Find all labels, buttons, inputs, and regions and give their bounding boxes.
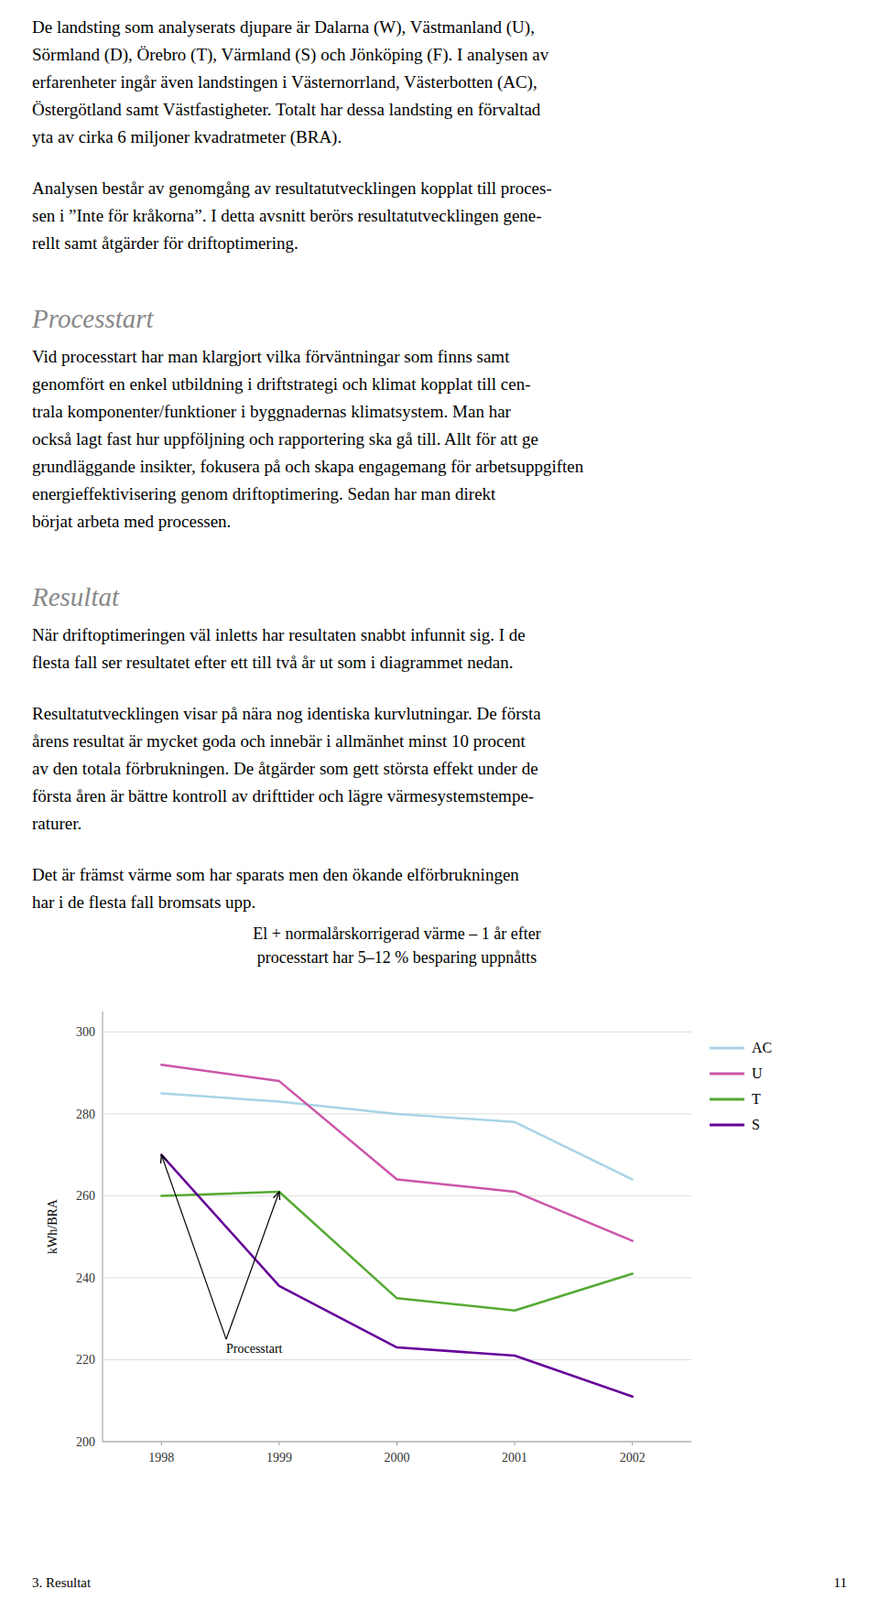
paragraph-line: raturer.: [32, 813, 82, 836]
annotation-text: Processtart: [226, 1342, 283, 1357]
grid-line: [102, 1442, 692, 1444]
y-axis-line: [102, 1011, 104, 1443]
legend: AC UTS: [709, 1040, 772, 1133]
legend-swatch: [709, 1124, 745, 1128]
legend-label: AC: [751, 1040, 772, 1056]
paragraph-line: rellt samt åtgärder för driftoptimering.: [32, 232, 299, 255]
legend-swatch: [709, 1047, 745, 1051]
paragraph-line: grundläggande insikter, fokusera på och …: [32, 455, 584, 478]
x-tick: [161, 1442, 163, 1446]
paragraph-line: Resultatutvecklingen visar på nära nog i…: [32, 703, 542, 726]
legend-label: S: [751, 1117, 760, 1133]
paragraph-line: När driftoptimeringen väl inletts har re…: [32, 624, 526, 647]
paragraph-line: årens resultat är mycket goda och innebä…: [32, 730, 526, 753]
x-tick-label: 2000: [384, 1451, 411, 1465]
plot-area: [161, 1064, 632, 1398]
x-tick: [278, 1442, 280, 1446]
paragraph-line: också lagt fast hur uppföljning och rapp…: [32, 428, 539, 451]
series-line: [161, 1192, 632, 1312]
chart-title: El + normalårskorrigerad värme – 1 år ef…: [252, 924, 542, 944]
legend-label: U: [751, 1065, 763, 1082]
paragraph-line: yta av cirka 6 miljoner kvadratmeter (BR…: [32, 126, 342, 149]
y-axis-label: kWh/BRA: [45, 1198, 60, 1255]
paragraph-line: Östergötland samt Västfastigheter. Total…: [32, 98, 541, 121]
legend-label: T: [751, 1091, 761, 1107]
y-tick-label: 200: [75, 1435, 96, 1450]
y-tick-label: 300: [75, 1025, 96, 1040]
paragraph-line: flesta fall ser resultatet efter ett til…: [32, 651, 513, 674]
grid-line: [102, 1359, 692, 1361]
paragraph-line: av den totala förbrukningen. De åtgärder…: [32, 758, 539, 781]
series-line: [161, 1064, 632, 1241]
heading: Processtart: [32, 302, 154, 336]
x-tick: [396, 1442, 398, 1446]
grid-line: [102, 1277, 692, 1279]
y-tick-label: 220: [75, 1353, 96, 1368]
y-tick-label: 240: [75, 1271, 96, 1286]
x-tick: [631, 1442, 633, 1446]
annotation: Processtart: [161, 1155, 283, 1357]
paragraph-line: sen i ”Inte för kråkorna”. I detta avsni…: [32, 205, 543, 228]
x-tick-label: 2002: [619, 1451, 646, 1465]
footer-left: 3. Resultat: [32, 1574, 91, 1592]
paragraph-line: Sörmland (D), Örebro (T), Värmland (S) o…: [32, 43, 549, 66]
paragraph-line: energieffektivisering genom driftoptimer…: [32, 483, 496, 506]
x-tick: [514, 1442, 516, 1446]
heading: Resultat: [32, 580, 120, 614]
paragraph-line: har i de flesta fall bromsats upp.: [32, 891, 256, 914]
paragraph-line: första åren är bättre kontroll av driftt…: [32, 785, 534, 808]
paragraph-line: trala komponenter/funktioner i byggnader…: [32, 401, 511, 424]
x-tick-label: 1999: [266, 1451, 293, 1465]
annotation-arrow: [161, 1155, 227, 1340]
series-line: [161, 1094, 632, 1181]
legend-swatch: [709, 1073, 745, 1076]
y-tick-label: 260: [75, 1189, 96, 1204]
paragraph-line: Vid processtart har man klargjort vilka …: [32, 346, 510, 369]
annotation-arrow: [226, 1192, 280, 1340]
paragraph-line: erfarenheter ingår även landstingen i Vä…: [32, 71, 538, 94]
series-line: [161, 1155, 632, 1398]
paragraph-line: genomfört en enkel utbildning i driftstr…: [32, 373, 532, 396]
x-axis-line: [102, 1442, 692, 1444]
paragraph-line: Det är främst värme som har sparats men …: [32, 864, 520, 887]
chart-subtitle: processtart har 5–12 % besparing uppnått…: [257, 948, 537, 967]
page: {"page": { "blocks": [ {"kind": "paragra…: [0, 0, 879, 1600]
paragraph-line: De landsting som analyserats djupare är …: [32, 16, 535, 39]
grid-line: [102, 1031, 692, 1033]
grid: [102, 1031, 692, 1443]
x-tick-label: 1998: [148, 1451, 174, 1465]
y-tick-label: 280: [75, 1107, 96, 1122]
paragraph-line: börjat arbeta med processen.: [32, 510, 231, 533]
legend-swatch: [709, 1098, 745, 1102]
x-tick-label: 2001: [501, 1451, 528, 1465]
paragraph-line: Analysen består av genomgång av resultat…: [32, 177, 553, 200]
chart: El + normalårskorrigerad värme – 1 år ef…: [0, 915, 879, 1479]
footer-right: 11: [834, 1574, 847, 1592]
